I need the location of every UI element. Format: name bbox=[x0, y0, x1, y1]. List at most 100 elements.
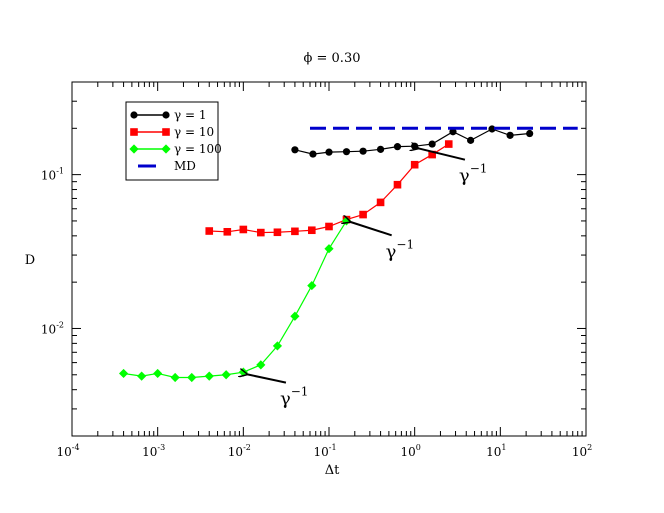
annotation-arrow bbox=[418, 148, 466, 161]
data-point bbox=[324, 244, 334, 254]
data-point bbox=[223, 227, 232, 236]
x-tick-base: 10 bbox=[228, 445, 243, 459]
legend-entry: γ = 10 bbox=[130, 125, 214, 139]
x-tick-base: 10 bbox=[56, 445, 71, 459]
data-point bbox=[170, 372, 180, 383]
data-point bbox=[137, 371, 147, 381]
data-point bbox=[238, 367, 248, 377]
data-point bbox=[342, 148, 351, 156]
x-tick-exponent: -2 bbox=[243, 443, 251, 452]
data-point bbox=[467, 136, 475, 144]
x-tick-base: 10 bbox=[313, 445, 328, 459]
data-point bbox=[376, 145, 385, 153]
data-point bbox=[256, 360, 266, 370]
series-line bbox=[209, 143, 450, 234]
x-tick-exponent: 0 bbox=[416, 443, 421, 452]
chart-title: ϕ = 0.30 bbox=[304, 51, 361, 66]
data-point bbox=[291, 227, 299, 236]
data-point bbox=[411, 142, 419, 150]
x-axis-label: Δt bbox=[325, 463, 340, 478]
annotation-exponent: −1 bbox=[470, 162, 488, 176]
data-point bbox=[488, 125, 496, 133]
data-point bbox=[359, 210, 367, 219]
annotation-label: γ−1 bbox=[386, 237, 414, 262]
data-point bbox=[239, 225, 248, 234]
data-point bbox=[205, 227, 214, 235]
x-tick-base: 10 bbox=[400, 445, 415, 459]
annotation-arrow bbox=[349, 222, 392, 237]
x-tick-base: 10 bbox=[486, 445, 501, 459]
annotation-arrow bbox=[246, 374, 287, 384]
legend-marker bbox=[161, 144, 171, 154]
x-tick-label: 10-1 bbox=[313, 443, 336, 459]
legend-marker bbox=[162, 128, 170, 136]
annotation-symbol: γ bbox=[459, 166, 470, 187]
annotation-label: γ−1 bbox=[459, 162, 487, 187]
x-tick-label: 10-4 bbox=[56, 443, 79, 459]
legend-marker bbox=[130, 111, 138, 119]
x-tick-exponent: 1 bbox=[501, 443, 506, 452]
data-point bbox=[393, 143, 402, 151]
data-point bbox=[118, 368, 129, 379]
legend-marker bbox=[129, 144, 139, 154]
x-tick-label: 100 bbox=[400, 443, 420, 459]
x-tick-label: 10-3 bbox=[142, 443, 165, 459]
data-point bbox=[325, 148, 333, 156]
data-point bbox=[307, 280, 317, 291]
data-point bbox=[410, 160, 419, 169]
data-point bbox=[187, 372, 197, 383]
x-tick-exponent: -1 bbox=[329, 443, 337, 452]
x-tick-label: 102 bbox=[572, 443, 592, 459]
y-tick-label: 10-1 bbox=[41, 167, 64, 183]
series-line bbox=[123, 220, 347, 379]
data-point bbox=[291, 146, 299, 154]
data-point bbox=[428, 150, 436, 159]
series-diamond bbox=[118, 216, 352, 383]
y-axis-label: D bbox=[25, 253, 35, 268]
x-tick-exponent: -4 bbox=[72, 443, 80, 452]
data-point bbox=[257, 228, 265, 237]
legend-marker bbox=[130, 128, 138, 136]
data-point bbox=[526, 129, 534, 138]
data-point bbox=[272, 341, 283, 351]
data-point bbox=[359, 147, 367, 155]
legend-entry: γ = 1 bbox=[130, 108, 207, 122]
data-point bbox=[376, 198, 385, 207]
x-tick-exponent: 2 bbox=[587, 443, 592, 452]
data-point bbox=[393, 180, 402, 189]
x-tick-label: 101 bbox=[486, 443, 506, 459]
data-point bbox=[449, 128, 457, 136]
y-tick-exponent: -2 bbox=[56, 320, 64, 329]
annotation-symbol: γ bbox=[386, 241, 397, 262]
data-point bbox=[309, 150, 317, 158]
legend-entry: γ = 100 bbox=[129, 142, 222, 156]
legend-label: MD bbox=[174, 159, 196, 173]
x-tick-exponent: -3 bbox=[157, 443, 165, 452]
x-tick-base: 10 bbox=[572, 445, 587, 459]
y-tick-exponent: -1 bbox=[56, 167, 64, 176]
data-point bbox=[325, 222, 333, 231]
data-point bbox=[204, 371, 214, 381]
legend-label: γ = 100 bbox=[174, 142, 222, 156]
data-point bbox=[273, 228, 282, 237]
annotation-symbol: γ bbox=[280, 389, 291, 410]
y-tick-label: 10-2 bbox=[41, 320, 64, 336]
annotation-label: γ−1 bbox=[280, 385, 308, 410]
x-tick-base: 10 bbox=[142, 445, 157, 459]
data-point bbox=[221, 370, 231, 380]
y-tick-base: 10 bbox=[41, 169, 56, 183]
annotation-exponent: −1 bbox=[291, 385, 309, 399]
data-point bbox=[308, 226, 316, 235]
x-tick-label: 10-2 bbox=[228, 443, 251, 459]
data-point bbox=[428, 140, 436, 148]
data-point bbox=[506, 131, 514, 139]
y-tick-base: 10 bbox=[41, 322, 56, 336]
annotation-exponent: −1 bbox=[396, 237, 414, 251]
legend-entry: MD bbox=[138, 159, 196, 173]
legend-label: γ = 1 bbox=[174, 108, 207, 122]
series-circle bbox=[291, 125, 534, 158]
legend-marker bbox=[162, 111, 170, 119]
data-point bbox=[153, 368, 163, 379]
legend-label: γ = 10 bbox=[174, 125, 214, 139]
